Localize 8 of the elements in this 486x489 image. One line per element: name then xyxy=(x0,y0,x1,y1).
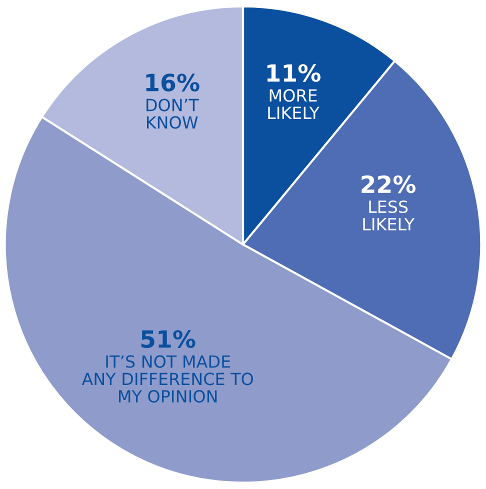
slice-label: LESS LIKELY xyxy=(363,200,415,230)
slice-label: IT’S NOT MADE ANY DIFFERENCE TO MY OPINION xyxy=(82,355,253,403)
slice-label: MORE LIKELY xyxy=(268,89,320,119)
data-label: 11% xyxy=(267,64,321,82)
data-label: 16% xyxy=(146,74,200,92)
data-label: 22% xyxy=(362,175,416,194)
slice-label: DON’T KNOW xyxy=(146,98,199,129)
data-label: 51% xyxy=(141,330,196,348)
